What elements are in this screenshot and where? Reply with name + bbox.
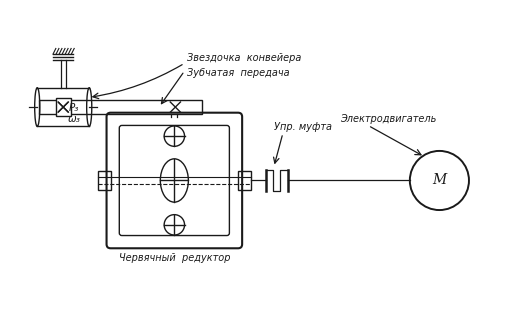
Text: М: М xyxy=(432,174,446,188)
Bar xyxy=(238,171,251,190)
Text: Червячный  редуктор: Червячный редуктор xyxy=(118,254,230,264)
Bar xyxy=(55,98,71,116)
Text: P₃: P₃ xyxy=(68,103,79,113)
Text: Звездочка  конвейера: Звездочка конвейера xyxy=(187,53,302,63)
Text: ω₃: ω₃ xyxy=(68,114,81,124)
Bar xyxy=(98,171,111,190)
Text: Упр. муфта: Упр. муфта xyxy=(274,122,332,132)
Text: Электродвигатель: Электродвигатель xyxy=(340,114,436,124)
Bar xyxy=(39,100,203,114)
Text: Зубчатая  передача: Зубчатая передача xyxy=(187,69,290,78)
